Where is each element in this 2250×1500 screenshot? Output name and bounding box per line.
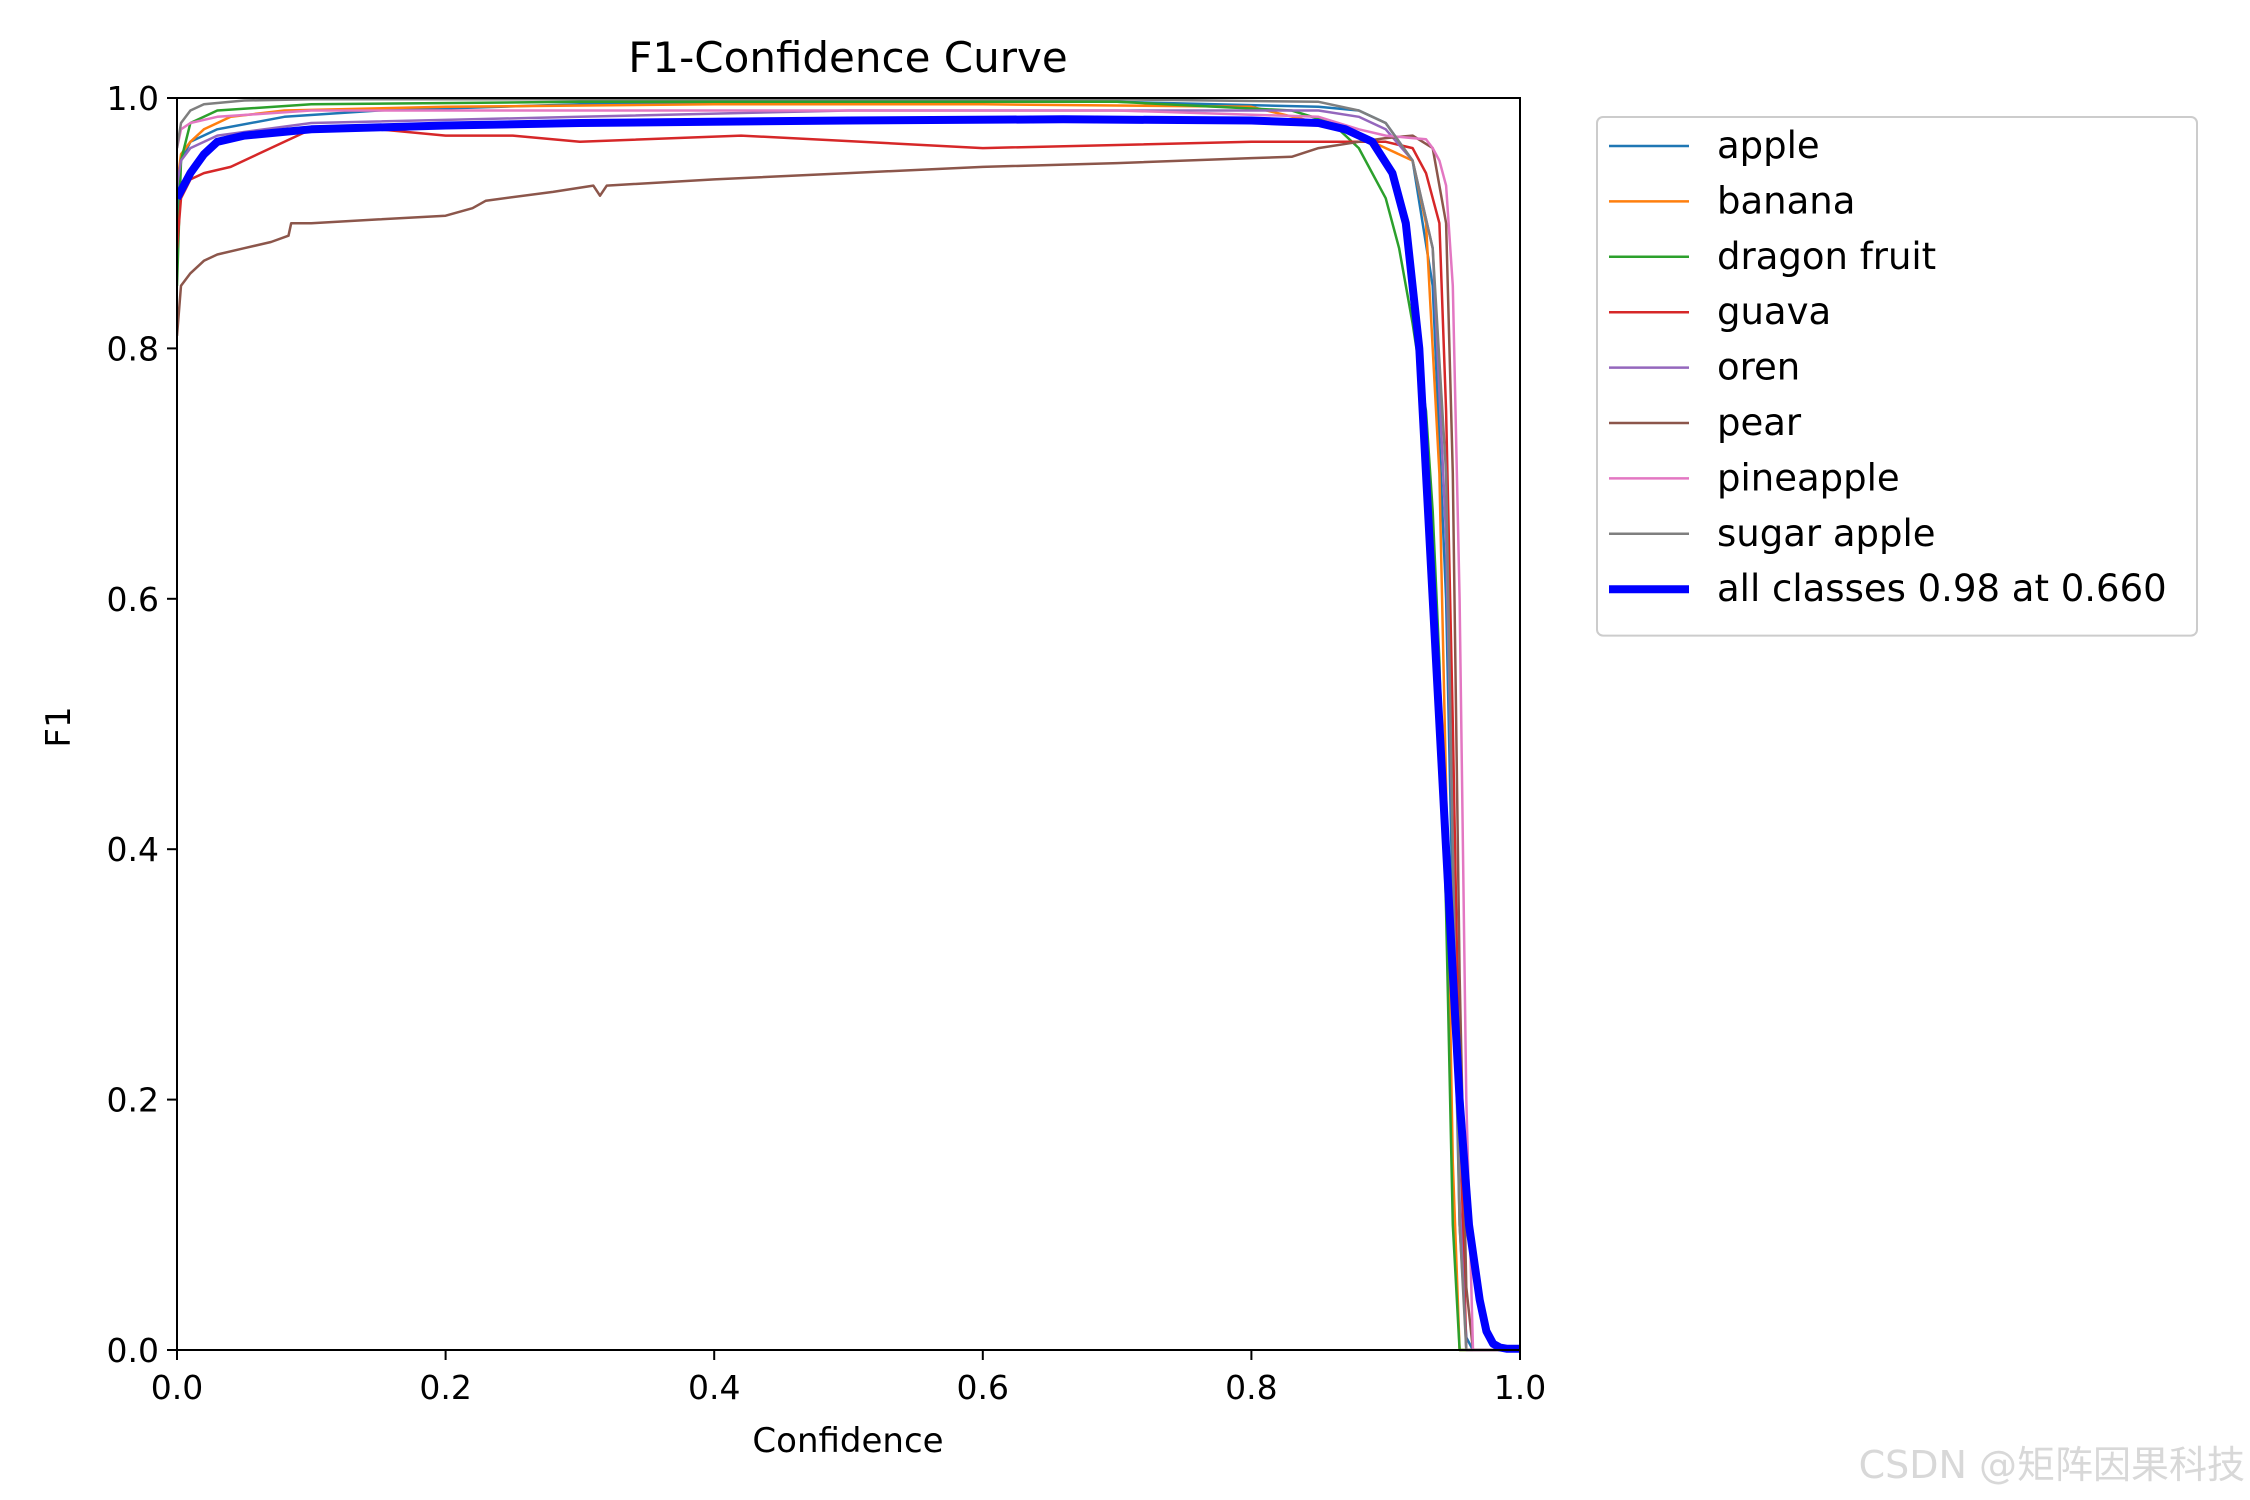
x-axis-label: Confidence [752, 1421, 943, 1461]
y-tick-label: 0.8 [107, 329, 159, 368]
plot-area [177, 98, 1520, 1353]
legend-label: dragon fruit [1717, 235, 1936, 278]
y-tick-label: 0.6 [107, 580, 159, 619]
series-line-banana [177, 103, 1520, 1352]
series-line-apple [177, 100, 1520, 1352]
legend-box [1596, 116, 2198, 637]
legend-label: all classes 0.98 at 0.660 [1717, 567, 2167, 610]
watermark: CSDN @矩阵因果科技 [1859, 1443, 2245, 1487]
x-tick-label: 0.2 [419, 1368, 471, 1407]
x-tick-label: 1.0 [1494, 1368, 1546, 1407]
y-axis-label: F1 [39, 706, 79, 747]
series-line-oren [177, 109, 1520, 1352]
series-line-pineapple [177, 109, 1520, 1352]
legend-label: pineapple [1717, 456, 1900, 499]
x-tick-label: 0.6 [957, 1368, 1009, 1407]
y-tick-label: 0.4 [107, 830, 159, 869]
y-tick-label: 0.2 [107, 1081, 159, 1120]
series-line-pear [177, 134, 1520, 1352]
series-line-sugar-apple [177, 98, 1520, 1352]
series-line-all-classes-0-98-at-0-660 [177, 115, 1520, 1353]
y-tick-label: 0.0 [107, 1331, 159, 1370]
legend-label: sugar apple [1717, 512, 1936, 555]
axes-frame [176, 97, 1521, 1351]
legend-label: apple [1717, 124, 1820, 167]
legend-label: banana [1717, 179, 1855, 222]
x-tick-label: 0.0 [151, 1368, 203, 1407]
y-tick-label: 1.0 [107, 79, 159, 118]
series-line-guava [177, 128, 1520, 1352]
legend-label: guava [1717, 290, 1831, 333]
x-tick-label: 0.4 [688, 1368, 740, 1407]
series-line-dragon-fruit [177, 100, 1520, 1352]
legend: apple banana dragon fruit guava oren pear pine… [1596, 116, 2198, 637]
chart-title: F1-Confidence Curve [628, 33, 1067, 82]
x-tick-label: 0.8 [1225, 1368, 1277, 1407]
legend-label: oren [1717, 346, 1800, 389]
legend-label: pear [1717, 401, 1802, 444]
